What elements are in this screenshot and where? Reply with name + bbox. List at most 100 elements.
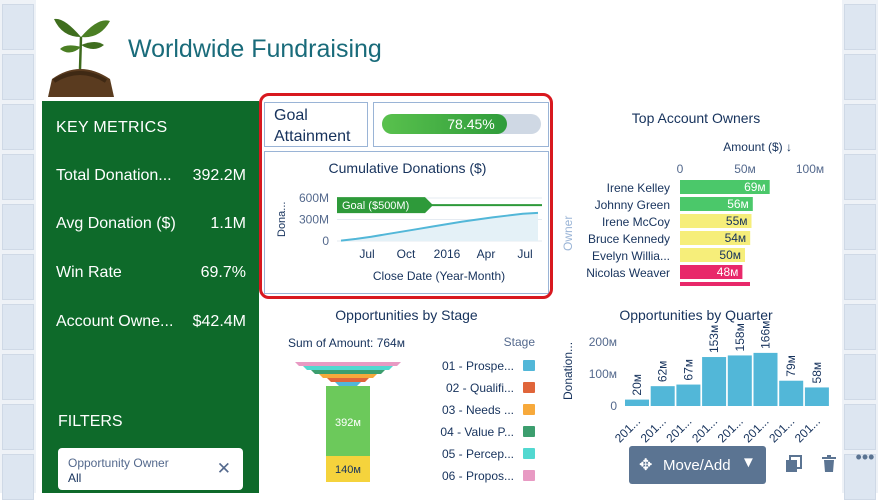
filter-label: Opportunity Owner (68, 456, 169, 470)
filters-heading: FILTERS (58, 413, 123, 430)
x-tick-label: 201... (638, 414, 669, 445)
x-tick-label: 50м (734, 162, 756, 176)
chart-title: Top Account Owners (631, 110, 761, 126)
stage-legend-swatch (523, 382, 535, 393)
grid-cell (844, 204, 876, 250)
metric-label: Win Rate (56, 264, 122, 281)
funnel-layer (319, 374, 377, 378)
bar-value-label: 153м (707, 325, 721, 353)
stage-legend-swatch (523, 360, 535, 371)
top-account-owners-panel[interactable]: Top Account Owners Amount ($) ↓ 0 50м 100м O… (556, 101, 836, 293)
chart-title: Opportunities by Quarter (619, 307, 773, 323)
stage-legend-label: 04 - Value P... (440, 425, 514, 439)
grid-cell (2, 204, 34, 250)
delete-icon[interactable] (815, 449, 843, 479)
y-tick-label: 200м (589, 335, 617, 349)
funnel-layer (335, 382, 361, 386)
goal-label-flag (337, 197, 433, 214)
y-tick-label: 300M (299, 213, 329, 227)
bar-value-label: 67м (681, 359, 695, 381)
grid-cell (844, 4, 876, 50)
y-tick-label: 100м (589, 367, 617, 381)
bar-value-label: 158м (733, 323, 747, 351)
metric-label: Account Owne... (56, 313, 174, 330)
chevron-down-icon: ▼ (741, 454, 756, 471)
measure-label: Amount ($) ↓ (723, 140, 792, 154)
funnel-value-label: 392м (335, 417, 361, 429)
chart-title: Cumulative Donations ($) (328, 160, 487, 176)
goal-percent-text: 78.45% (447, 116, 495, 132)
funnel-stage-bar (326, 456, 370, 482)
bar-value-label: 166м (759, 321, 773, 349)
x-tick-label: 201... (740, 414, 771, 445)
funnel-layer (311, 370, 385, 374)
quarter-bar (650, 386, 675, 406)
grid-cell (844, 304, 876, 350)
bar-value-label: 48м (717, 265, 739, 279)
more-options-icon[interactable]: ••• (855, 447, 875, 467)
opportunity-owner-filter[interactable]: Opportunity Owner All ✕ (58, 448, 243, 490)
grid-cell (844, 354, 876, 400)
bar-value-label: 69м (744, 180, 766, 194)
opportunities-by-quarter-panel[interactable]: Opportunities by Quarter 200м 100м 0 Donati… (556, 300, 836, 493)
stage-legend-swatch (523, 448, 535, 459)
metric-value: 1.1M (210, 215, 246, 232)
owner-bar (680, 248, 745, 262)
grid-cell (2, 354, 34, 400)
bar-value-label: 20м (630, 374, 644, 396)
quarter-bar (804, 387, 829, 406)
stage-legend-label: 02 - Qualifi... (446, 381, 514, 395)
stage-legend-title: Stage (503, 335, 535, 349)
x-tick-label: 201... (792, 414, 823, 445)
y-tick-label: 0 (322, 234, 329, 248)
bar-value-label: 55м (726, 214, 748, 228)
quarter-bar (727, 355, 752, 406)
funnel-neck (313, 386, 325, 400)
grid-cell (844, 454, 876, 500)
stage-funnel-svg: 392м 140м 01 - Prospe... 02 - Qualifi... 03 … (295, 359, 535, 483)
funnel-layer (303, 366, 393, 370)
grid-cell (2, 254, 34, 300)
bar-value-label: 56м (727, 197, 749, 211)
grid-cell (2, 304, 34, 350)
owner-bar (680, 265, 743, 279)
metric-value: 69.7% (200, 264, 246, 281)
grid-cell (2, 404, 34, 450)
bar-value-label: 54м (725, 231, 747, 245)
move-icon: ✥ (639, 457, 653, 474)
cumulative-chart-svg: 600M 300M 0 Dona... Goal ($500M) Jul Oct 2016 Ap… (276, 191, 542, 283)
y-axis-label: Owner (561, 216, 575, 251)
grid-cell (844, 404, 876, 450)
x-tick-label: Apr (477, 247, 496, 261)
bar-value-label: 58м (810, 362, 824, 384)
owner-bar (680, 180, 770, 194)
stage-legend-swatch (523, 404, 535, 415)
funnel-layer (295, 362, 401, 366)
grid-cell (2, 454, 34, 500)
move-add-button[interactable]: ✥ Move/Add ▼ (629, 446, 766, 484)
stage-legend-label: 06 - Propos... (442, 469, 514, 483)
funnel-value-label: 140м (335, 464, 361, 476)
x-tick-label: 201... (689, 414, 720, 445)
x-tick-label: 201... (612, 414, 643, 445)
grid-cell (2, 154, 34, 200)
funnel-stage-bar (326, 386, 370, 456)
stage-legend-label: 05 - Percep... (442, 447, 514, 461)
goal-attainment-label-card[interactable]: Goal Attainment (264, 102, 368, 147)
goal-progress-bar: 78.45% (382, 114, 541, 134)
cumulative-donations-card[interactable]: Cumulative Donations ($) 600M 300M 0 Dona..… (264, 151, 549, 294)
owner-name-label: Nicolas Weaver (586, 266, 670, 280)
stage-legend-swatch (523, 426, 535, 437)
owner-name-label: Bruce Kennedy (588, 232, 670, 246)
close-icon[interactable]: ✕ (216, 459, 231, 478)
opportunities-by-stage-panel[interactable]: Opportunities by Stage Sum of Amount: 76… (264, 300, 549, 493)
filter-value: All (68, 471, 82, 485)
owners-chart-svg: Amount ($) ↓ 0 50м 100м Owner Irene Kelley 69м… (561, 140, 824, 286)
x-tick-label: Jul (517, 247, 532, 261)
stage-sum-label: Sum of Amount: 764м (288, 336, 405, 350)
x-tick-label: 201... (766, 414, 797, 445)
grid-cell (844, 104, 876, 150)
copy-icon[interactable] (780, 449, 808, 479)
y-tick-label: 600M (299, 191, 329, 205)
x-tick-label: Oct (397, 247, 416, 261)
